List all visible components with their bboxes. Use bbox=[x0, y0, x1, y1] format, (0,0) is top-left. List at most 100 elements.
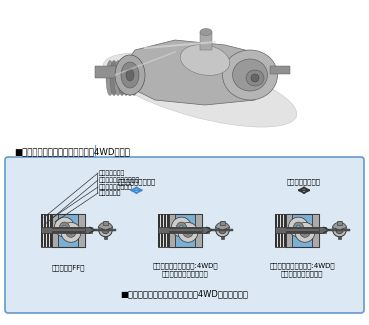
Circle shape bbox=[336, 226, 343, 234]
Ellipse shape bbox=[126, 69, 134, 81]
Bar bbox=[195, 214, 201, 246]
Circle shape bbox=[66, 227, 76, 237]
Bar bbox=[85, 227, 92, 233]
Text: ワンウェイカム作動: ワンウェイカム作動 bbox=[117, 179, 156, 185]
FancyBboxPatch shape bbox=[5, 157, 364, 313]
Bar bbox=[52, 214, 58, 246]
Bar bbox=[78, 214, 85, 246]
Bar bbox=[41, 227, 89, 233]
Bar bbox=[103, 221, 108, 225]
Bar bbox=[286, 231, 318, 233]
Circle shape bbox=[69, 231, 73, 234]
Circle shape bbox=[303, 231, 307, 234]
Bar bbox=[338, 221, 341, 240]
Ellipse shape bbox=[103, 53, 297, 127]
Bar bbox=[201, 227, 209, 233]
Bar bbox=[284, 214, 286, 246]
Ellipse shape bbox=[106, 60, 114, 96]
Bar bbox=[95, 66, 120, 78]
Text: メインクラッチ: メインクラッチ bbox=[99, 170, 125, 176]
Text: 雪上走行等（カム作動:4WD）: 雪上走行等（カム作動:4WD） bbox=[152, 263, 218, 269]
Circle shape bbox=[59, 222, 69, 232]
Circle shape bbox=[55, 217, 74, 237]
Bar bbox=[169, 227, 201, 229]
Circle shape bbox=[183, 227, 193, 237]
Circle shape bbox=[172, 217, 192, 237]
Circle shape bbox=[63, 225, 66, 229]
Bar bbox=[286, 227, 318, 229]
Text: 油圧ピストン作動: 油圧ピストン作動 bbox=[287, 179, 321, 185]
Circle shape bbox=[61, 223, 81, 242]
Bar bbox=[169, 214, 201, 246]
Ellipse shape bbox=[251, 74, 259, 82]
Circle shape bbox=[293, 222, 303, 232]
Bar bbox=[278, 214, 279, 246]
Bar bbox=[275, 214, 286, 246]
Bar bbox=[275, 214, 276, 246]
Bar bbox=[281, 214, 283, 246]
Bar bbox=[330, 229, 349, 231]
Text: パイロットクラッチ: パイロットクラッチ bbox=[99, 184, 133, 190]
Circle shape bbox=[216, 223, 229, 237]
Ellipse shape bbox=[115, 55, 145, 95]
Text: 通常走行（FF）: 通常走行（FF） bbox=[51, 265, 85, 271]
Text: 前・後輪の回転差が微小: 前・後輪の回転差が微小 bbox=[162, 271, 208, 277]
Bar bbox=[169, 231, 201, 233]
Wedge shape bbox=[332, 222, 347, 230]
Bar bbox=[337, 221, 342, 225]
Bar bbox=[44, 214, 45, 246]
Text: 雪上登坂等（油圧作動:4WD）: 雪上登坂等（油圧作動:4WD） bbox=[269, 263, 335, 269]
Bar bbox=[95, 229, 115, 231]
Bar bbox=[220, 221, 225, 225]
Bar bbox=[41, 214, 42, 246]
Bar bbox=[164, 214, 166, 246]
Circle shape bbox=[297, 225, 300, 229]
Bar bbox=[158, 214, 169, 246]
Ellipse shape bbox=[118, 60, 126, 96]
Bar bbox=[270, 66, 290, 74]
Bar bbox=[41, 214, 52, 246]
Ellipse shape bbox=[110, 60, 118, 96]
Bar bbox=[286, 214, 318, 246]
Text: ワンウェイカムユニット: ワンウェイカムユニット bbox=[99, 177, 140, 183]
Ellipse shape bbox=[122, 60, 130, 96]
Bar bbox=[47, 214, 48, 246]
Text: ■カムユニット搭載リアルタイム4WD構造図: ■カムユニット搭載リアルタイム4WD構造図 bbox=[14, 147, 130, 156]
Circle shape bbox=[333, 223, 346, 237]
Bar bbox=[52, 227, 85, 229]
Bar bbox=[52, 214, 85, 246]
Bar bbox=[213, 229, 232, 231]
Circle shape bbox=[178, 223, 198, 242]
Circle shape bbox=[102, 226, 109, 234]
Ellipse shape bbox=[223, 50, 277, 100]
Ellipse shape bbox=[200, 29, 212, 35]
Bar bbox=[158, 227, 206, 233]
Ellipse shape bbox=[180, 45, 230, 75]
Bar bbox=[318, 227, 326, 233]
Ellipse shape bbox=[121, 62, 139, 88]
Bar bbox=[275, 227, 323, 233]
Bar bbox=[221, 221, 224, 240]
Text: 油圧ピストン: 油圧ピストン bbox=[99, 190, 121, 196]
Ellipse shape bbox=[232, 59, 268, 91]
Bar bbox=[158, 214, 159, 246]
Bar bbox=[167, 214, 169, 246]
Bar bbox=[200, 32, 212, 50]
Circle shape bbox=[300, 227, 310, 237]
Circle shape bbox=[219, 226, 226, 234]
Circle shape bbox=[289, 217, 308, 237]
Wedge shape bbox=[98, 222, 113, 230]
Ellipse shape bbox=[246, 70, 264, 86]
Ellipse shape bbox=[126, 60, 134, 96]
Bar bbox=[286, 214, 292, 246]
Bar bbox=[161, 214, 162, 246]
Bar bbox=[104, 221, 107, 240]
Text: ■カムユニット搭載リアルタイム4WD作動イメージ: ■カムユニット搭載リアルタイム4WD作動イメージ bbox=[121, 289, 248, 298]
Ellipse shape bbox=[114, 60, 122, 96]
Bar bbox=[50, 214, 52, 246]
Wedge shape bbox=[215, 222, 230, 230]
Text: 前・後輪の回転差が大: 前・後輪の回転差が大 bbox=[281, 271, 323, 277]
Ellipse shape bbox=[130, 60, 138, 96]
Polygon shape bbox=[115, 40, 275, 105]
Circle shape bbox=[186, 231, 190, 234]
